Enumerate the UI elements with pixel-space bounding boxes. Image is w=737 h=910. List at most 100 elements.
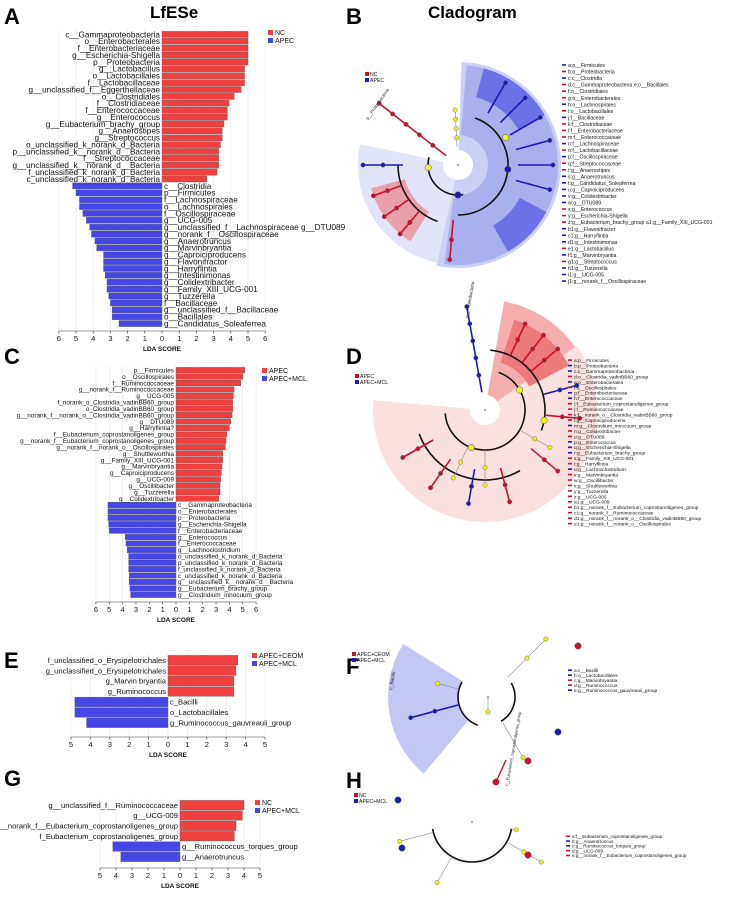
clade-node	[385, 188, 390, 194]
tick-label: 6	[254, 605, 258, 614]
bar-label: g__Family_XIII_UCG-001	[101, 457, 175, 464]
bar-label: g__Harryflintia?	[129, 425, 174, 432]
legend-marker	[562, 83, 566, 86]
taxa-legend-item: w:g__DTU089	[568, 201, 601, 207]
bar-label: f__Lachnospiraceae	[164, 196, 238, 205]
bar-label: g__Anaerotruncus	[164, 237, 231, 246]
bar-label: g__UCG-005	[164, 216, 213, 225]
clade-node	[403, 121, 409, 127]
bar	[161, 58, 249, 66]
bar	[130, 591, 177, 598]
bar-label: c__Gammaproteobacteria	[65, 30, 160, 39]
bar	[128, 553, 177, 560]
clade-node	[430, 142, 436, 148]
bar-label: g__Caproiciproducens	[110, 470, 174, 477]
legend-marker	[568, 441, 572, 443]
tick-label: 3	[130, 871, 134, 880]
bar-label: f__Clostridiaceae	[97, 99, 161, 108]
cladogram-root	[487, 696, 489, 698]
bar-label: g__Intestinimonas	[164, 271, 230, 280]
legend-label: APEC+MCL	[262, 808, 300, 815]
clade-branch	[499, 97, 526, 124]
bar-label: g__norank_f__Eubacterium_coprostanoligen…	[0, 821, 178, 830]
bar-label: g__Streptococcus	[94, 134, 160, 143]
bar	[89, 223, 163, 231]
clade-node	[394, 796, 402, 804]
bar	[161, 51, 249, 59]
bar-label: g__unclassified_f__Lachnospiraceae g__DT…	[164, 223, 346, 232]
panel-label-f: F	[346, 654, 360, 679]
tick-label: 2	[146, 871, 150, 880]
taxa-legend-item: t:g__Harryflintia	[574, 462, 609, 468]
bar	[129, 578, 177, 585]
bar	[118, 320, 163, 327]
bar	[108, 292, 163, 300]
tick-label: 5	[258, 871, 262, 880]
clade-node	[504, 165, 512, 173]
clade-node	[555, 346, 561, 352]
legend-marker	[568, 370, 572, 372]
taxa-legend-item: n:f__Lachnospiraceae	[568, 142, 619, 148]
clade-node	[515, 337, 521, 343]
taxa-legend-item: c1:g__norank_f__Ruminococcaceae	[574, 511, 654, 517]
taxa-legend-item: g1:g__Streptococcus	[568, 260, 617, 266]
bar-label: g__Ruminococcus_torques_group	[182, 842, 298, 851]
legend-swatch	[268, 30, 273, 35]
clade-branch	[515, 179, 550, 191]
clade-node	[360, 162, 366, 168]
bar-label: c_unclassified_k_norank_d_Bacteria	[27, 175, 161, 184]
legend-marker	[568, 413, 572, 416]
taxa-legend-item: p:g__Enterococcus	[574, 440, 616, 446]
taxa-legend-item: a:c__Bacilli	[574, 668, 598, 674]
bar-label: g__norank_f__norank_o__Clostridia_vadinB…	[17, 412, 175, 419]
tick-label: 4	[244, 740, 248, 749]
clade-node	[547, 138, 553, 143]
bar	[111, 306, 163, 314]
clade-node	[464, 304, 470, 309]
taxa-legend-item: b:p__Proteobacteria	[568, 70, 615, 76]
bar	[128, 566, 177, 573]
x-axis-label: LDA SCORE	[143, 346, 182, 353]
legend-marker	[562, 214, 566, 217]
legend-swatch	[252, 653, 257, 658]
taxa-legend-item: m:g__Clostridium_innocuum_group	[574, 423, 651, 429]
bar	[107, 514, 177, 521]
bar	[161, 93, 235, 100]
bar-label: g__UCG-005	[136, 393, 174, 400]
bar	[129, 585, 177, 592]
tick-label: 5	[241, 605, 245, 614]
bar	[175, 412, 233, 419]
tick-label: 2	[126, 334, 130, 343]
clade-node	[394, 205, 399, 211]
bar-label: g__Clostridium_innocuum_group	[178, 592, 272, 599]
legend-label: APEC+MCL	[269, 376, 307, 383]
bar	[161, 162, 219, 169]
bar-label: g__Shuttleworthia	[123, 451, 175, 458]
bar-label: p__Firmicutes	[134, 367, 174, 374]
bar-label: g__Marvinbryantia	[121, 464, 174, 471]
taxa-legend-item: g:f__Enterobacteriaceae	[574, 391, 628, 397]
tick-label: 4	[227, 605, 231, 614]
taxa-legend-item: x:g__Shuttleworthia	[574, 483, 617, 489]
legend-marker	[562, 280, 566, 282]
legend-marker	[568, 479, 572, 481]
bar	[86, 717, 169, 728]
legend-marker	[568, 522, 572, 525]
clade-branch-proteobacteria	[465, 306, 483, 393]
bar-label: o__Oscillospirales	[122, 374, 174, 381]
legend-label: NC	[359, 793, 367, 799]
taxa-legend-item: c:g__Marvinbryantia	[574, 678, 618, 684]
bar-label: o_Lactobacillales	[170, 708, 228, 717]
legend-marker	[562, 129, 566, 132]
taxa-legend-item: b1:g__norank_f__Eubacterium_coprostanoli…	[574, 505, 699, 511]
clade-node	[415, 446, 421, 452]
bar-label: g__norank_f__Eubacterium_coprostanoligen…	[20, 438, 174, 445]
clade-node	[390, 111, 395, 117]
clade-node	[559, 414, 565, 420]
taxa-legend-item: f:o__Clostridiales	[568, 89, 608, 95]
bar	[175, 437, 227, 444]
bar-label: o__Bacillales	[164, 313, 212, 322]
taxa-legend-item: z:g__UCG-005	[574, 494, 607, 500]
clade-arc	[418, 433, 521, 481]
legend-swatch	[354, 793, 358, 797]
